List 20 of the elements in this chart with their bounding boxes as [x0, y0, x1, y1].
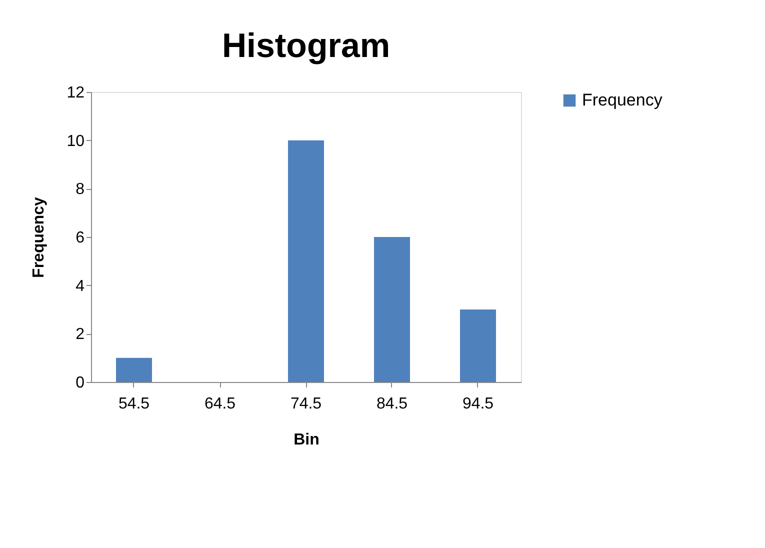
x-axis-title: Bin	[294, 432, 320, 448]
bar	[374, 237, 410, 382]
y-tick-label: 4	[76, 278, 85, 295]
x-tick-label: 84.5	[376, 396, 408, 412]
y-tick-label: 2	[76, 326, 85, 344]
x-tick-label: 54.5	[118, 396, 150, 412]
chart-title: Histogram	[222, 27, 390, 65]
x-tick-label: 74.5	[290, 396, 322, 412]
y-tick-label: 10	[66, 132, 85, 150]
bar	[116, 358, 152, 382]
y-tick-label: 0	[76, 374, 85, 392]
x-tick-label: 64.5	[204, 396, 236, 412]
y-tick-label: 8	[76, 181, 85, 198]
y-axis-title: Frequency	[30, 196, 48, 278]
x-tick-label: 94.5	[462, 396, 494, 412]
bar	[460, 310, 496, 382]
legend-label: Frequency	[582, 90, 663, 110]
bar	[288, 140, 324, 382]
y-tick-label: 12	[66, 84, 85, 102]
y-tick-label: 6	[76, 230, 85, 246]
